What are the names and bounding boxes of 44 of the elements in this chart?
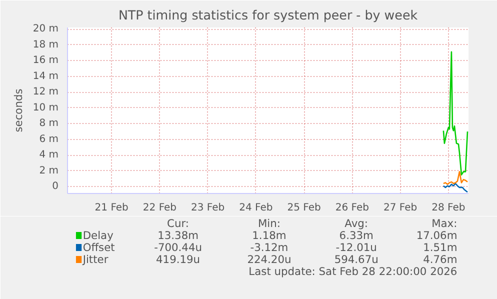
x-tick-label: 22 Feb [142,202,177,214]
x-tick-label: 28 Feb [432,202,466,214]
x-tick-label: 21 Feb [94,202,128,214]
text: 1.18m [252,229,286,242]
line-series [442,182,468,193]
chart-title: NTP timing statistics for system peer - by week [118,8,418,22]
line-series [442,171,468,185]
text: 4.76m [423,253,458,266]
y-tick-label: 8 m [39,118,59,130]
x-tick-label: 27 Feb [384,202,418,214]
text: Cur: [167,217,190,230]
text: 594.67u [334,253,378,266]
text: -700.44u [154,241,202,254]
x-tick-label: 25 Feb [287,202,321,214]
y-tick-label: 4 m [39,150,59,161]
y-tick-label: 2 m [39,165,59,176]
legend-label: Offset [82,241,115,254]
x-tick-label: 24 Feb [239,202,273,214]
y-tick-label: 0 [52,181,59,192]
text: 13.38m [158,229,198,242]
text: -3.12m [250,241,288,254]
text: 224.20u [247,253,292,266]
text: -12.01u [336,241,377,254]
line-series [442,51,468,176]
text: 419.19u [156,253,200,266]
text: Avg: [344,217,368,230]
y-axis-title: seconds [12,88,25,132]
text: Max: [432,217,458,230]
text: Min: [258,217,280,230]
x-tick-label: 23 Feb [191,202,225,214]
y-tick-label: 10 m [32,102,59,114]
text: 17.06m [416,229,458,242]
legend-label: Delay [82,229,114,242]
legend-label: Jitter [82,253,109,266]
y-tick-label: 14 m [32,70,59,82]
y-tick-label: 18 m [32,39,59,50]
y-tick-label: 16 m [32,55,59,66]
y-tick-label: 12 m [32,86,59,98]
y-tick-label: 20 m [32,24,59,35]
text: 1.51m [423,241,458,254]
x-tick-label: 26 Feb [335,202,370,214]
y-tick-label: 6 m [39,134,59,145]
text: Last update: Sat Feb 28 22:00:00 2026 [248,265,458,278]
text: 6.33m [339,229,374,242]
